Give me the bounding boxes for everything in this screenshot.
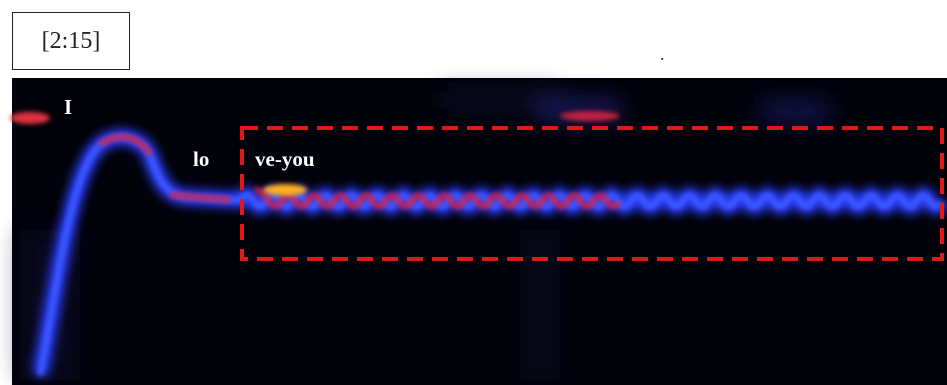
spectrogram: I lo ve-you — [0, 0, 947, 385]
pitch-peak — [263, 184, 307, 196]
lyric-label: I — [64, 95, 72, 119]
lyric-label: lo — [193, 147, 209, 171]
lyric-label: ve-you — [255, 147, 315, 171]
harmonic-blob — [10, 112, 50, 124]
figure: [2:15] . I lo ve-you — [0, 0, 947, 385]
spectrogram-background — [12, 78, 947, 385]
harmonic-blob — [560, 111, 620, 121]
